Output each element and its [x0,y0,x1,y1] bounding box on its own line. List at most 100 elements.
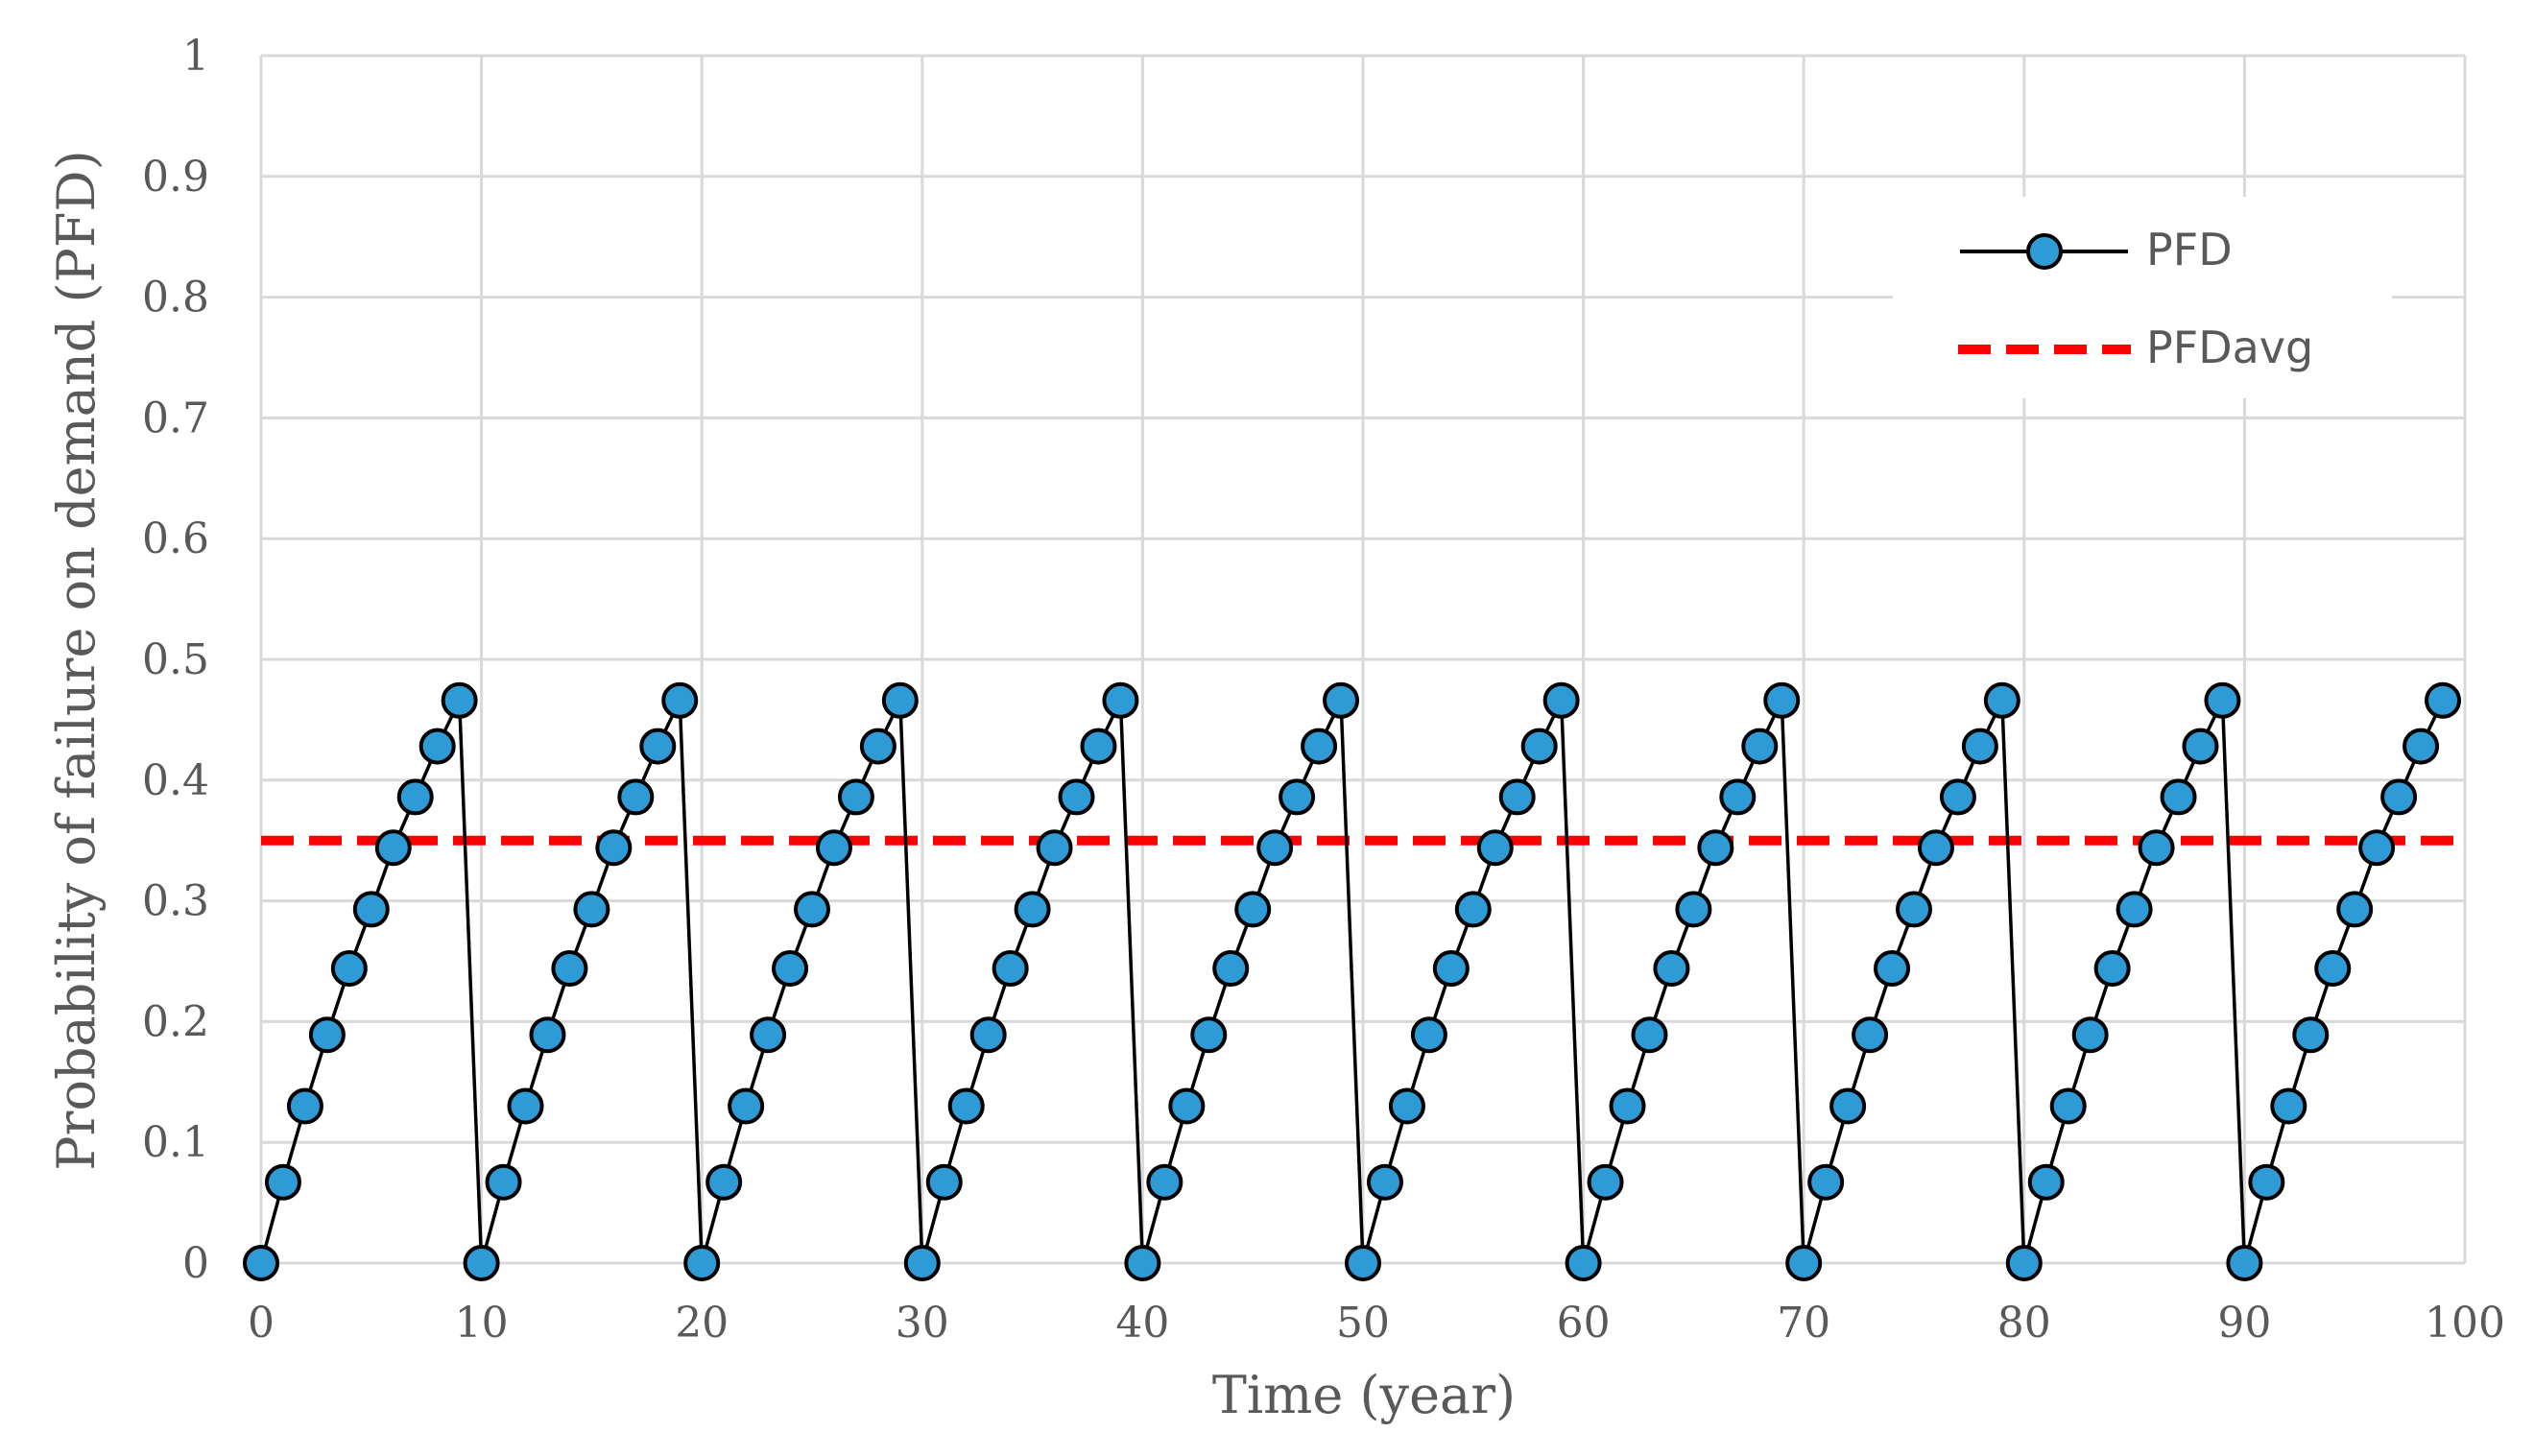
pfd-line [259,699,2445,1265]
x-tick-label: 80 [1997,1299,2051,1348]
pfd-point [1036,829,1073,867]
y-tick-label: 0.7 [142,394,209,442]
pfd-point [1080,728,1117,765]
pfd-point [1587,1163,1624,1201]
x-axis-title: Time (year) [1212,1365,1516,1425]
pfd-point [1410,1016,1447,1054]
y-tick-label: 0.8 [142,274,209,322]
pfd-point [1388,1087,1425,1125]
pfd-point [1631,1016,1668,1054]
pfd-point [2071,1016,2109,1054]
pfd-point [2358,829,2396,867]
pfd-point [418,728,456,765]
y-axis-title: Probability of failure on demand (PFD) [46,150,107,1170]
legend-pfdavg-label: PFDavg [2146,322,2313,373]
pfd-point [2049,1087,2087,1125]
pfd-point [2314,950,2352,988]
pfd-point [1939,778,1976,816]
pfd-point [925,1163,963,1201]
pfd-point [2138,829,2175,867]
pfd-point [2116,891,2153,928]
pfd-point [2336,891,2374,928]
x-tick-label: 40 [1115,1299,1169,1348]
pfd-point [286,1087,323,1125]
y-tick-label: 0.5 [142,635,209,684]
pfd-point [2403,728,2440,765]
pfd-point [1917,829,1954,867]
x-tick-label: 50 [1336,1299,1390,1348]
x-tick-label: 30 [896,1299,949,1348]
pfd-point [1146,1163,1183,1201]
pfd-point [308,1016,346,1054]
pfd-point [1896,891,1932,928]
pfd-point [1565,1245,1602,1281]
y-tick-label: 0 [182,1239,209,1288]
pfd-point [969,1016,1007,1054]
pfd-point [2270,1087,2307,1125]
pfd-point [1807,1163,1845,1201]
pfd-point [639,728,677,765]
pfd-point [2005,1245,2043,1281]
pfd-point [859,728,896,765]
pfd-point [1301,728,1338,765]
pfd-point [1763,681,1801,719]
pfd-point [374,829,412,867]
pfd-point [1058,778,1095,816]
pfd-point [1785,1245,1823,1281]
pfd-point [1476,829,1514,867]
pfd-point [1234,891,1272,928]
pfd-point [2425,681,2462,719]
pfd-point [1256,829,1294,867]
pfd-point [837,778,874,816]
pfd-point [1653,950,1690,988]
pfd-point [243,1245,279,1281]
pfd-point [1498,778,1536,816]
pfd-point [441,681,478,719]
y-tick-label: 0.2 [142,997,209,1046]
pfd-point [1366,1163,1403,1201]
tick-labels: 00.10.20.30.40.50.60.70.80.910 10 20 30 40 50… [142,32,2505,1348]
pfd-point [507,1087,544,1125]
pfd-point [1345,1245,1381,1281]
pfd-point [728,1087,765,1125]
pfd-point [485,1163,522,1201]
pfd-series [259,699,2445,1265]
pfd-point [1014,891,1051,928]
pfd-point [2160,778,2197,816]
legend: PFD PFDavg [1893,197,2392,398]
pfd-point [1852,1016,1889,1054]
y-tick-label: 0.9 [142,153,209,202]
pfd-point [1983,681,2020,719]
pfd-point [2248,1163,2285,1201]
pfd-point [1102,681,1139,719]
pfd-point [947,1087,985,1125]
legend-pfd-marker [2026,233,2063,270]
pfd-point [903,1245,941,1281]
x-tick-label: 60 [1557,1299,1611,1348]
pfd-point [1675,891,1712,928]
pfd-point [1124,1245,1161,1281]
pfd-point [2093,950,2131,988]
y-tick-label: 0.4 [142,756,209,805]
pfd-point [1168,1087,1206,1125]
pfd-point [2380,778,2418,816]
gridlines [259,54,2467,1265]
pfd-point [815,829,852,867]
pfd-point [661,681,699,719]
pfd-point [1279,778,1316,816]
pfd-point [463,1245,500,1281]
pfd-point [551,950,588,988]
pfd-point [1212,950,1250,988]
legend-box [1893,197,2392,398]
pfd-point [1829,1087,1867,1125]
pfd-point [683,1245,721,1281]
pfd-point [1190,1016,1228,1054]
y-tick-label: 0.6 [142,514,209,563]
x-tick-label: 70 [1777,1299,1830,1348]
pfd-point [595,829,633,867]
pfd-point [352,891,390,928]
pfd-point [772,950,809,988]
x-tick-label: 20 [675,1299,729,1348]
pfd-point [1432,950,1470,988]
